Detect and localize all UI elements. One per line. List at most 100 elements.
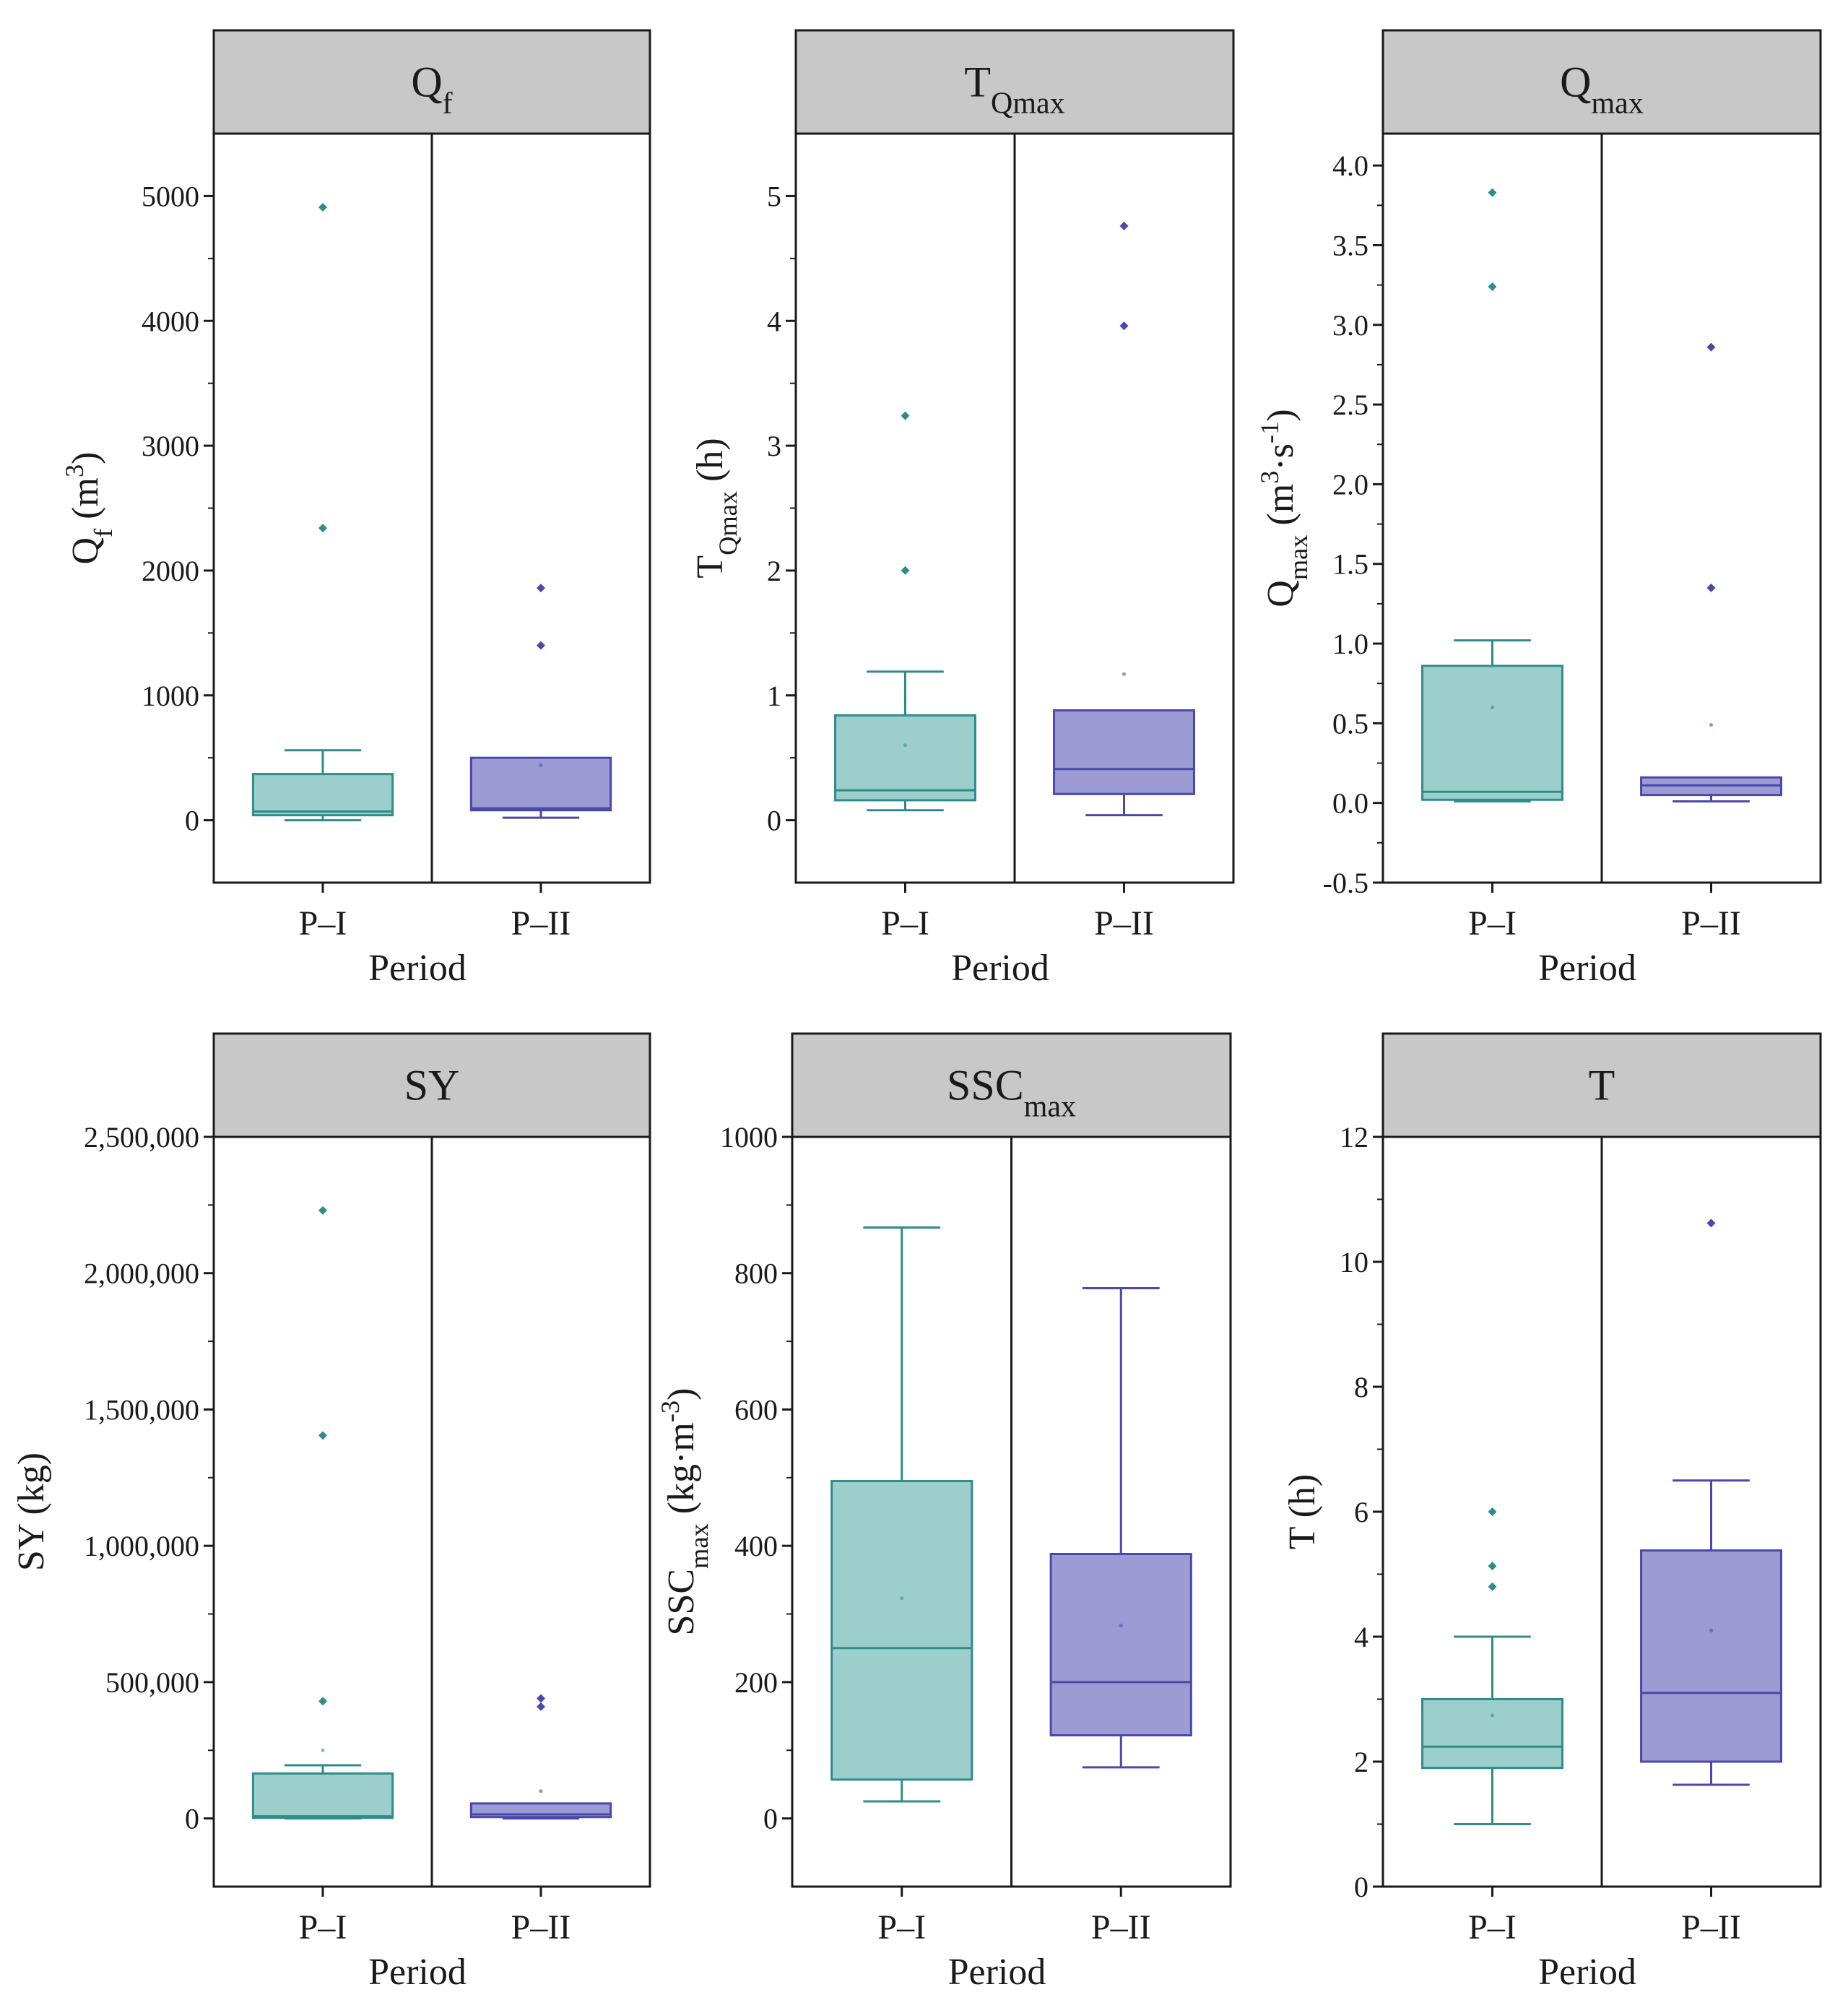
- qmax-ytick-label: 0.0: [1332, 787, 1368, 820]
- qmax-ytick-label: 2.5: [1332, 389, 1368, 421]
- sscmax-series-p1: [830, 1226, 973, 1803]
- qmax-y-axis-title-part: Q: [1260, 580, 1301, 607]
- t-series-p2: [1640, 1218, 1782, 1786]
- t-title-base: T: [1589, 1062, 1615, 1109]
- tqmax-title-sub: Qmax: [991, 87, 1065, 121]
- tqmax-ytick-label: 0: [767, 805, 781, 837]
- sy-outlier-point: [318, 1431, 327, 1440]
- qf-category-label: P–I: [299, 904, 347, 943]
- qmax-y-axis-title-part: 3: [1255, 471, 1284, 484]
- qf-category-label: P–II: [511, 904, 571, 943]
- qf-outlier-point: [318, 202, 327, 212]
- t-title-bar: [1381, 1032, 1822, 1138]
- qf-panel-title: Qf: [411, 59, 452, 121]
- sy-box: [251, 1772, 394, 1819]
- tqmax-outlier-point: [1119, 321, 1129, 331]
- qf-y-axis-title-part: (m: [65, 477, 106, 529]
- qf-panel: Qf 0 1000 2000 3000 4000 5000 P–I P–II Period Qf (…: [60, 29, 651, 989]
- tqmax-title-base: T: [964, 59, 991, 106]
- sscmax-title-sub: max: [1024, 1091, 1076, 1124]
- tqmax-series-p1: [834, 411, 976, 812]
- qf-y-axis-title-part: f: [89, 528, 118, 537]
- t-outlier-point: [1706, 1218, 1716, 1228]
- sscmax-mean-marker: [1119, 1624, 1123, 1628]
- t-outlier-point: [1488, 1507, 1497, 1516]
- sy-panel-title: SY: [404, 1062, 460, 1109]
- t-panel: T 0 2 4 6 8 10 12 P–I P–II Period T (h): [1282, 1032, 1822, 1993]
- qf-series-p1: [251, 202, 394, 822]
- t-ytick-label: 2: [1354, 1746, 1368, 1778]
- sy-outlier-point: [537, 1694, 545, 1703]
- tqmax-mean-marker: [903, 743, 907, 748]
- tqmax-box: [834, 714, 976, 802]
- qmax-mean-marker: [1709, 723, 1713, 727]
- qmax-ytick-label: 1.0: [1332, 628, 1368, 660]
- sscmax-ytick-label: 800: [734, 1257, 778, 1290]
- qmax-title-base: Q: [1560, 59, 1591, 106]
- tqmax-category-label: P–II: [1094, 904, 1154, 943]
- qmax-outlier-point: [1488, 282, 1497, 291]
- sy-outlier-point: [318, 1205, 327, 1215]
- qf-y-axis-title-part: Q: [65, 537, 106, 565]
- sy-category-label: P–II: [511, 1908, 571, 1947]
- t-ytick-label: 10: [1340, 1246, 1368, 1278]
- sy-title-bar: [212, 1032, 651, 1138]
- sy-ytick-label: 1,000,000: [84, 1530, 199, 1562]
- t-mean-marker: [1709, 1628, 1713, 1632]
- sscmax-x-axis-title: Period: [948, 1952, 1046, 1993]
- qmax-ytick-label: 3.5: [1332, 229, 1368, 261]
- qmax-y-axis-title-part: ): [1260, 409, 1301, 421]
- t-ytick-label: 12: [1340, 1121, 1368, 1153]
- qf-title-sub: f: [443, 87, 453, 121]
- qmax-box: [1421, 664, 1563, 801]
- sy-category-label: P–I: [299, 1908, 347, 1947]
- qmax-ytick-label: 1.5: [1332, 548, 1368, 581]
- t-x-axis-title: Period: [1538, 1952, 1636, 1993]
- t-ytick-label: 0: [1354, 1871, 1368, 1903]
- qmax-series-p1: [1421, 188, 1563, 802]
- t-ytick-label: 6: [1354, 1496, 1368, 1528]
- qmax-ytick-label: 0.5: [1332, 707, 1368, 740]
- sy-outlier-point: [318, 1697, 327, 1706]
- qf-title-base: Q: [411, 59, 442, 106]
- sscmax-series-p2: [1049, 1286, 1192, 1769]
- qmax-y-axis-title-part: max: [1284, 534, 1313, 580]
- sy-outlier-point: [537, 1702, 545, 1711]
- sy-title-base: SY: [404, 1062, 460, 1109]
- sy-y-axis-title: SY (kg): [11, 1453, 52, 1571]
- tqmax-box: [1053, 709, 1195, 795]
- tqmax-mean-marker: [1122, 672, 1126, 676]
- sscmax-title-base: SSC: [947, 1062, 1024, 1109]
- qf-y-axis-title-part: ): [65, 452, 106, 464]
- tqmax-y-axis-title: TQmax (h): [690, 438, 742, 578]
- sy-series-p1: [251, 1205, 394, 1820]
- qmax-ytick-label: 2.0: [1332, 468, 1368, 501]
- qf-outlier-point: [318, 524, 327, 533]
- qmax-category-label: P–II: [1681, 904, 1741, 943]
- sy-ytick-label: 2,000,000: [84, 1257, 199, 1290]
- sscmax-box: [830, 1480, 973, 1781]
- sscmax-y-axis-title-part: -3: [656, 1401, 685, 1422]
- qmax-series-p2: [1640, 342, 1782, 802]
- qf-series-p2: [469, 584, 612, 819]
- tqmax-ytick-label: 5: [767, 180, 781, 212]
- qf-title-bar: [212, 29, 651, 135]
- sy-x-axis-title: Period: [368, 1952, 467, 1993]
- qmax-y-axis-title-part: -1: [1255, 422, 1284, 443]
- tqmax-y-axis-title-part: Qmax: [713, 491, 742, 555]
- t-outlier-point: [1488, 1562, 1497, 1571]
- qf-ytick-label: 1000: [142, 680, 199, 712]
- qmax-ytick-label: 3.0: [1332, 309, 1368, 342]
- tqmax-category-label: P–I: [881, 904, 929, 943]
- qf-ytick-label: 0: [185, 805, 199, 837]
- t-outlier-point: [1488, 1582, 1497, 1591]
- sy-ytick-label: 500,000: [105, 1666, 199, 1699]
- t-box: [1640, 1549, 1782, 1763]
- sscmax-ytick-label: 1000: [720, 1121, 778, 1153]
- qmax-ytick-label: -0.5: [1323, 867, 1368, 899]
- sy-y-axis-title-part: SY (kg): [11, 1453, 52, 1571]
- sscmax-box: [1049, 1553, 1192, 1737]
